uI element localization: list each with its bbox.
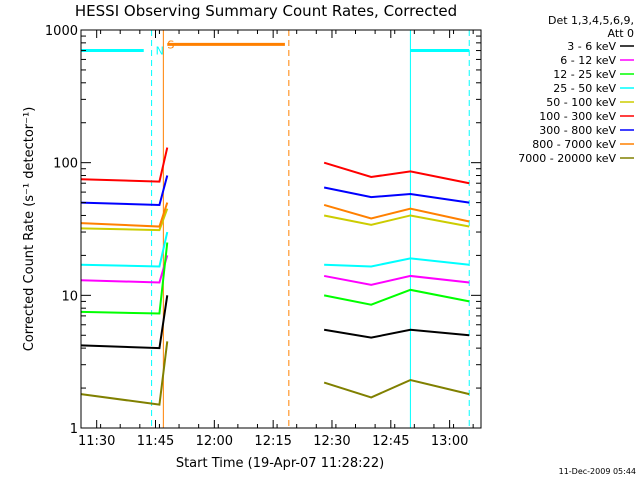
series-line-0-0 — [80, 295, 169, 350]
legend-label-5: 100 - 300 keV — [539, 110, 616, 123]
legend-header-line2: Att 0 — [608, 27, 634, 40]
series-line-0-1 — [323, 328, 470, 339]
legend-header-line1: Det 1,3,4,5,6,9, — [548, 14, 634, 27]
x-tick-label-4: 12:30 — [313, 434, 350, 449]
legend-label-2: 12 - 25 keV — [553, 68, 616, 81]
x-tick-label-1: 11:45 — [137, 434, 174, 449]
x-axis-label: Start Time (19-Apr-07 11:28:22) — [176, 456, 384, 471]
x-tick-label-5: 12:45 — [372, 434, 409, 449]
x-tick-label-6: 13:00 — [431, 434, 468, 449]
x-tick-label-2: 12:00 — [196, 434, 233, 449]
legend-label-3: 25 - 50 keV — [553, 82, 616, 95]
series-line-7-1 — [323, 203, 470, 223]
annotation-label-0: N — [156, 45, 164, 58]
legend-label-7: 800 - 7000 keV — [532, 138, 616, 151]
series-line-8-1 — [323, 378, 470, 399]
chart-title: HESSI Observing Summary Count Rates, Cor… — [75, 2, 457, 20]
series-line-2-0 — [80, 242, 169, 315]
series-line-4-0 — [80, 208, 169, 232]
legend-label-6: 300 - 800 keV — [539, 124, 616, 137]
y-tick-label-0: 1 — [70, 422, 78, 437]
series-line-5-1 — [323, 161, 470, 185]
y-tick-label-3: 1000 — [45, 24, 78, 39]
series-line-3-0 — [80, 231, 169, 268]
legend-label-8: 7000 - 20000 keV — [518, 152, 616, 165]
y-tick-label-1: 10 — [61, 289, 78, 304]
series-line-1-0 — [80, 255, 169, 284]
x-tick-label-3: 12:15 — [254, 434, 291, 449]
series-line-3-1 — [324, 257, 470, 268]
legend-label-0: 3 - 6 keV — [567, 40, 616, 53]
series-line-7-0 — [80, 202, 169, 228]
annotation-label-1: S — [167, 38, 174, 51]
legend-label-4: 50 - 100 keV — [546, 96, 616, 109]
y-axis: 1 10 100 1000 — [45, 24, 481, 437]
timestamp: 11-Dec-2009 05:44 — [559, 467, 636, 476]
legend-label-1: 6 - 12 keV — [560, 54, 616, 67]
y-tick-label-2: 100 — [53, 157, 78, 172]
x-axis: 11:30 11:45 12:00 12:15 12:30 12:45 13:00 — [78, 30, 474, 449]
series-line-4-1 — [323, 214, 470, 228]
series-line-8-0 — [80, 341, 169, 406]
plot-frame — [80, 29, 482, 429]
y-axis-label: Corrected Count Rate (s⁻¹ detector⁻¹) — [22, 107, 37, 352]
series-line-2-1 — [323, 288, 470, 306]
series-line-1-1 — [323, 274, 470, 286]
series-line-6-0 — [80, 175, 169, 206]
x-tick-label-0: 11:30 — [78, 434, 115, 449]
series-line-6-1 — [323, 186, 470, 204]
series-line-5-0 — [80, 147, 169, 183]
